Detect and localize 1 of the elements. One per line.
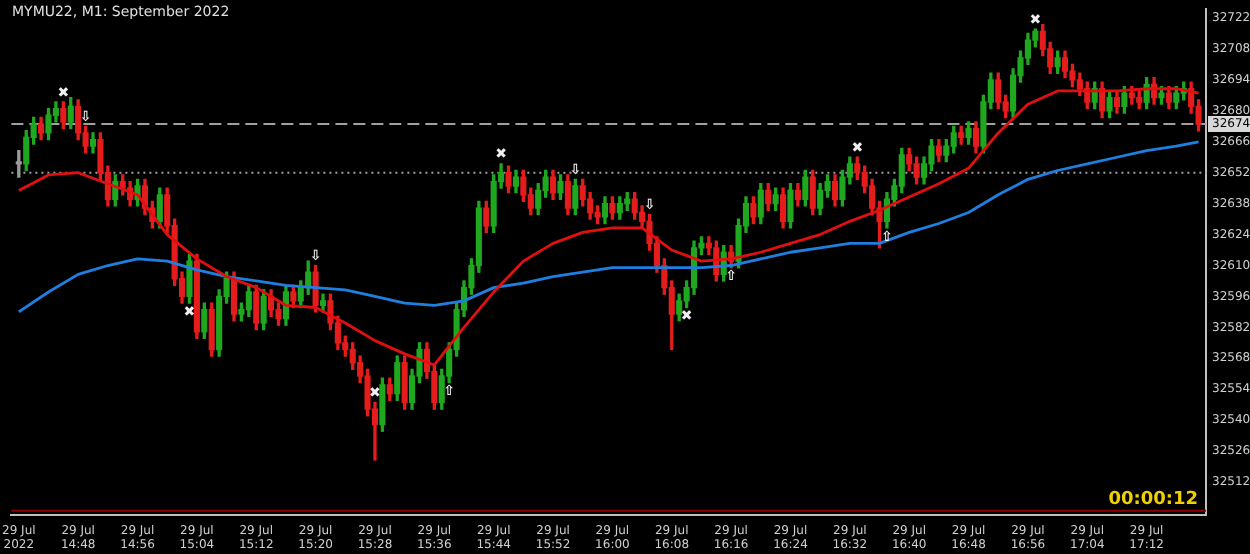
- annotation: 00:00:12: [1108, 490, 1198, 510]
